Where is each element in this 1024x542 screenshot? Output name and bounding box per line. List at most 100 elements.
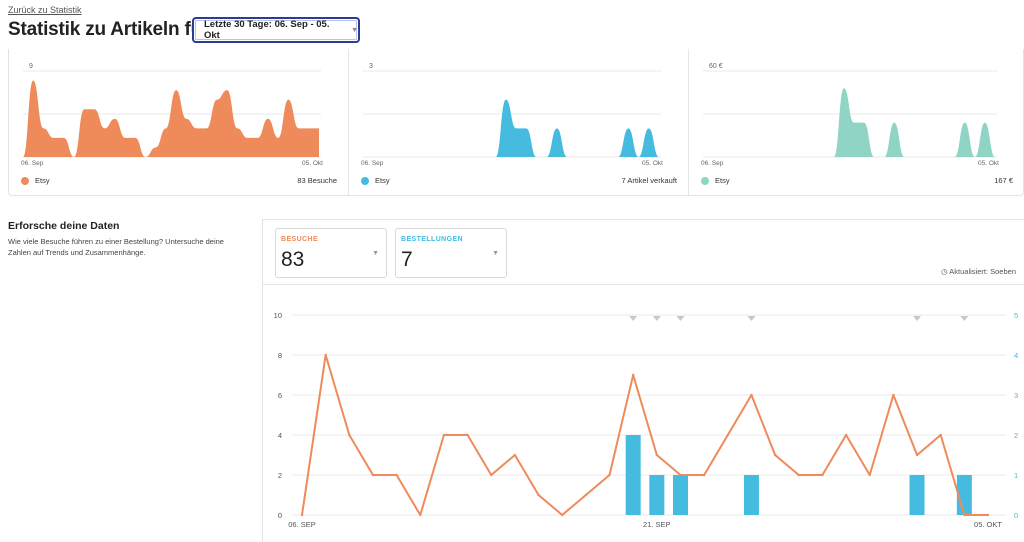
event-marker-icon bbox=[747, 316, 756, 321]
explore-title: Erforsche deine Daten bbox=[8, 220, 120, 232]
explore-chart: 0 2 4 6 8 10 0 1 2 3 4 5 06. SEP 21. SEP 05. OKT bbox=[274, 311, 1019, 529]
sold-total: 7 Artikel verkauft bbox=[621, 176, 677, 185]
divider bbox=[688, 49, 689, 195]
chevron-down-icon: ▼ bbox=[351, 26, 358, 34]
point-visits bbox=[939, 433, 942, 437]
y-right-tick-label: 0 bbox=[1014, 511, 1018, 520]
bar-orders bbox=[909, 475, 925, 515]
point-visits bbox=[584, 493, 588, 497]
y-left-tick-label: 0 bbox=[278, 511, 282, 520]
bar-orders bbox=[649, 475, 665, 515]
point-visits bbox=[419, 513, 422, 517]
point-visits bbox=[395, 473, 398, 477]
sold-area-chart: 3 06. Sep 05. Okt bbox=[361, 63, 663, 167]
x-tick-label: 06. SEP bbox=[288, 520, 316, 529]
y-max-label: 60 € bbox=[709, 63, 723, 70]
y-left-tick-label: 2 bbox=[278, 471, 282, 480]
point-visits bbox=[300, 513, 304, 517]
point-visits bbox=[348, 433, 351, 437]
point-visits bbox=[608, 473, 611, 477]
point-visits bbox=[773, 453, 777, 457]
legend-revenue: Etsy bbox=[701, 176, 730, 185]
line-visits bbox=[301, 354, 988, 516]
legend-label: Etsy bbox=[375, 176, 390, 185]
summary-chart-visits: 9 06. Sep 05. Okt Etsy 83 Besuche bbox=[9, 49, 349, 195]
point-visits bbox=[324, 353, 327, 357]
point-visits bbox=[821, 473, 824, 477]
x-start-label: 06. Sep bbox=[701, 160, 724, 167]
visits-total: 83 Besuche bbox=[297, 176, 337, 185]
y-left-tick-label: 6 bbox=[278, 391, 282, 400]
explore-panel: BESUCHE 83 ▼ BESTELLUNGEN 7 ▼ ◷ Aktualis… bbox=[262, 219, 1024, 542]
y-left-tick-label: 10 bbox=[274, 311, 282, 320]
point-visits bbox=[844, 433, 848, 437]
point-visits bbox=[537, 493, 540, 497]
y-right-tick-label: 1 bbox=[1014, 471, 1018, 480]
y-left-tick-label: 8 bbox=[278, 351, 282, 360]
point-visits bbox=[466, 433, 469, 437]
point-visits bbox=[679, 473, 682, 477]
x-tick-label: 05. OKT bbox=[974, 520, 1002, 529]
chevron-down-icon: ▼ bbox=[372, 250, 379, 257]
area-series bbox=[23, 80, 319, 157]
area-series bbox=[363, 99, 659, 157]
point-visits bbox=[561, 513, 564, 517]
point-visits bbox=[892, 393, 895, 397]
legend-sold: Etsy bbox=[361, 176, 390, 185]
divider bbox=[348, 49, 349, 195]
back-to-stats-link[interactable]: Zurück zu Statistik bbox=[8, 5, 82, 15]
clock-icon: ◷ bbox=[941, 267, 948, 276]
bar-orders bbox=[625, 435, 641, 515]
area-series bbox=[703, 88, 995, 157]
summary-chart-sold: 3 06. Sep 05. Okt Etsy 7 Artikel verkauft bbox=[349, 49, 689, 195]
metric-label: BESUCHE bbox=[281, 236, 319, 243]
y-left-tick-label: 4 bbox=[278, 431, 282, 440]
point-visits bbox=[797, 473, 800, 477]
y-max-label: 9 bbox=[29, 63, 33, 70]
y-right-tick-label: 3 bbox=[1014, 391, 1018, 400]
point-visits bbox=[868, 473, 871, 477]
revenue-total: 167 € bbox=[994, 176, 1013, 185]
point-visits bbox=[726, 433, 729, 437]
legend-visits: Etsy bbox=[21, 176, 50, 185]
y-right-tick-label: 4 bbox=[1014, 351, 1018, 360]
updated-label: Aktualisiert: Soeben bbox=[949, 267, 1016, 276]
y-right-tick-label: 2 bbox=[1014, 431, 1018, 440]
point-visits bbox=[655, 453, 659, 457]
point-visits bbox=[371, 473, 375, 477]
point-visits bbox=[915, 453, 919, 457]
date-range-select[interactable]: Letzte 30 Tage: 06. Sep - 05. Okt ▼ bbox=[192, 17, 360, 43]
event-marker-icon bbox=[960, 316, 969, 321]
updated-status: ◷ Aktualisiert: Soeben bbox=[941, 267, 1016, 276]
y-max-label: 3 bbox=[369, 63, 373, 70]
x-start-label: 06. Sep bbox=[361, 160, 384, 167]
metric-select-visits[interactable]: BESUCHE 83 ▼ bbox=[275, 228, 387, 278]
explore-description: Wie viele Besuche führen zu einer Bestel… bbox=[8, 237, 224, 257]
point-visits bbox=[986, 513, 990, 517]
legend-dot-icon bbox=[361, 176, 369, 185]
summary-card: 9 06. Sep 05. Okt Etsy 83 Besuche 3 06. Sep… bbox=[8, 49, 1024, 196]
metric-value: 7 bbox=[401, 248, 413, 271]
metric-label: BESTELLUNGEN bbox=[401, 236, 463, 243]
event-marker-icon bbox=[676, 316, 685, 321]
legend-label: Etsy bbox=[35, 176, 50, 185]
summary-chart-revenue: 60 € 06. Sep 05. Okt Etsy 167 € bbox=[689, 49, 1024, 195]
date-range-value: Letzte 30 Tage: 06. Sep - 05. Okt bbox=[204, 19, 330, 41]
metric-select-orders[interactable]: BESTELLUNGEN 7 ▼ bbox=[395, 228, 507, 278]
metric-value: 83 bbox=[281, 248, 305, 271]
event-marker-icon bbox=[913, 316, 922, 321]
x-end-label: 05. Okt bbox=[978, 160, 999, 167]
y-right-tick-label: 5 bbox=[1014, 311, 1018, 320]
visits-area-chart: 9 06. Sep 05. Okt bbox=[21, 63, 323, 167]
event-marker-icon bbox=[629, 316, 638, 321]
divider bbox=[263, 284, 1024, 285]
point-visits bbox=[513, 453, 517, 457]
point-visits bbox=[490, 473, 493, 477]
x-end-label: 05. Okt bbox=[302, 160, 323, 167]
point-visits bbox=[963, 513, 966, 517]
bar-orders bbox=[743, 475, 759, 515]
x-end-label: 05. Okt bbox=[642, 160, 663, 167]
legend-dot-icon bbox=[21, 176, 29, 185]
x-start-label: 06. Sep bbox=[21, 160, 44, 167]
point-visits bbox=[631, 373, 635, 377]
